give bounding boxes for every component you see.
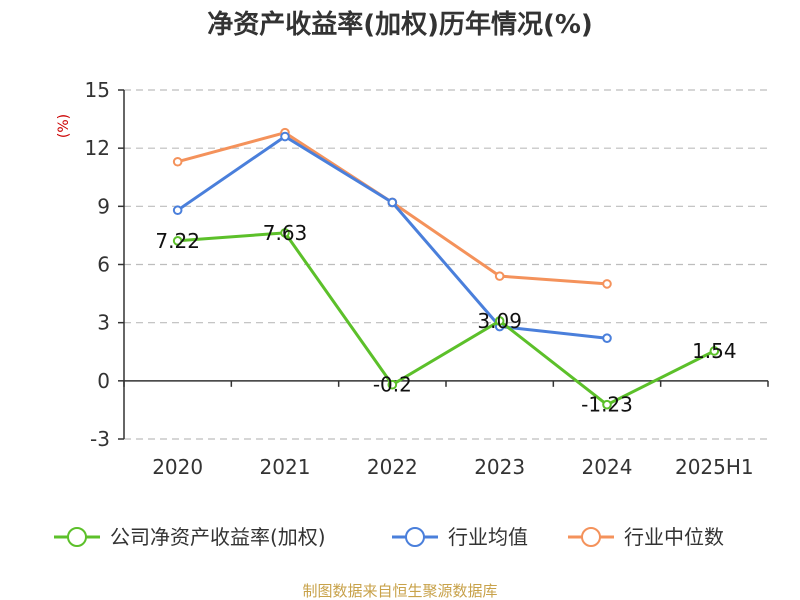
data-label: 3.09 bbox=[477, 309, 522, 333]
y-tick-label: 6 bbox=[97, 253, 110, 277]
legend-label: 公司净资产收益率(加权) bbox=[110, 525, 326, 549]
y-tick-label: 15 bbox=[85, 78, 110, 102]
series-line-0 bbox=[177, 231, 715, 407]
data-point bbox=[172, 156, 183, 167]
data-point bbox=[172, 205, 183, 216]
data-point bbox=[280, 228, 290, 238]
series-layer bbox=[172, 127, 720, 410]
data-point bbox=[280, 131, 290, 142]
x-tick-label: 2022 bbox=[367, 455, 418, 479]
legend-label: 行业中位数 bbox=[624, 525, 724, 549]
legend: 公司净资产收益率(加权) 行业均值 行业中位数 bbox=[54, 525, 724, 549]
data-label: -1.23 bbox=[581, 393, 633, 417]
data-point bbox=[387, 197, 398, 208]
source-note: 制图数据来自恒生聚源数据库 bbox=[302, 582, 497, 600]
data-point bbox=[709, 346, 720, 356]
data-point bbox=[602, 333, 612, 343]
legend-swatch-marker bbox=[581, 527, 601, 547]
legend-swatch-marker bbox=[405, 527, 425, 547]
y-tick-label: 0 bbox=[97, 369, 110, 393]
x-tick-label: 2024 bbox=[582, 455, 633, 479]
x-tick-label: 2023 bbox=[474, 455, 525, 479]
y-tick-label: -3 bbox=[90, 427, 110, 451]
data-label: -0.2 bbox=[373, 373, 412, 397]
x-tick-label: 2020 bbox=[152, 455, 203, 479]
y-tick-label: 3 bbox=[97, 311, 110, 335]
series-line-2 bbox=[177, 131, 608, 286]
data-point bbox=[494, 271, 505, 281]
data-point bbox=[602, 399, 612, 410]
data-label: 7.22 bbox=[155, 229, 200, 253]
axis-layer: 15 12 9 6 3 0 -3 2020 2021 2022 2023 2024 2025H1 bbox=[85, 78, 769, 479]
data-label: 7.63 bbox=[263, 221, 308, 245]
chart-title: 净资产收益率(加权)历年情况(%) bbox=[207, 9, 593, 40]
y-tick-label: 9 bbox=[97, 194, 110, 218]
y-tick-label: 12 bbox=[85, 136, 110, 160]
legend-swatch-marker bbox=[67, 527, 87, 547]
x-tick-label: 2021 bbox=[260, 455, 311, 479]
data-point bbox=[602, 279, 612, 289]
data-label-layer: 7.22 7.63 -0.2 3.09 -1.23 1.54 bbox=[155, 221, 736, 417]
data-label: 1.54 bbox=[692, 339, 737, 363]
x-tick-label: 2025H1 bbox=[675, 455, 754, 479]
data-point bbox=[494, 316, 505, 326]
data-point bbox=[387, 379, 398, 390]
data-point bbox=[172, 236, 183, 246]
y-axis-label: (%) bbox=[56, 114, 72, 138]
legend-label: 行业均值 bbox=[448, 525, 528, 549]
